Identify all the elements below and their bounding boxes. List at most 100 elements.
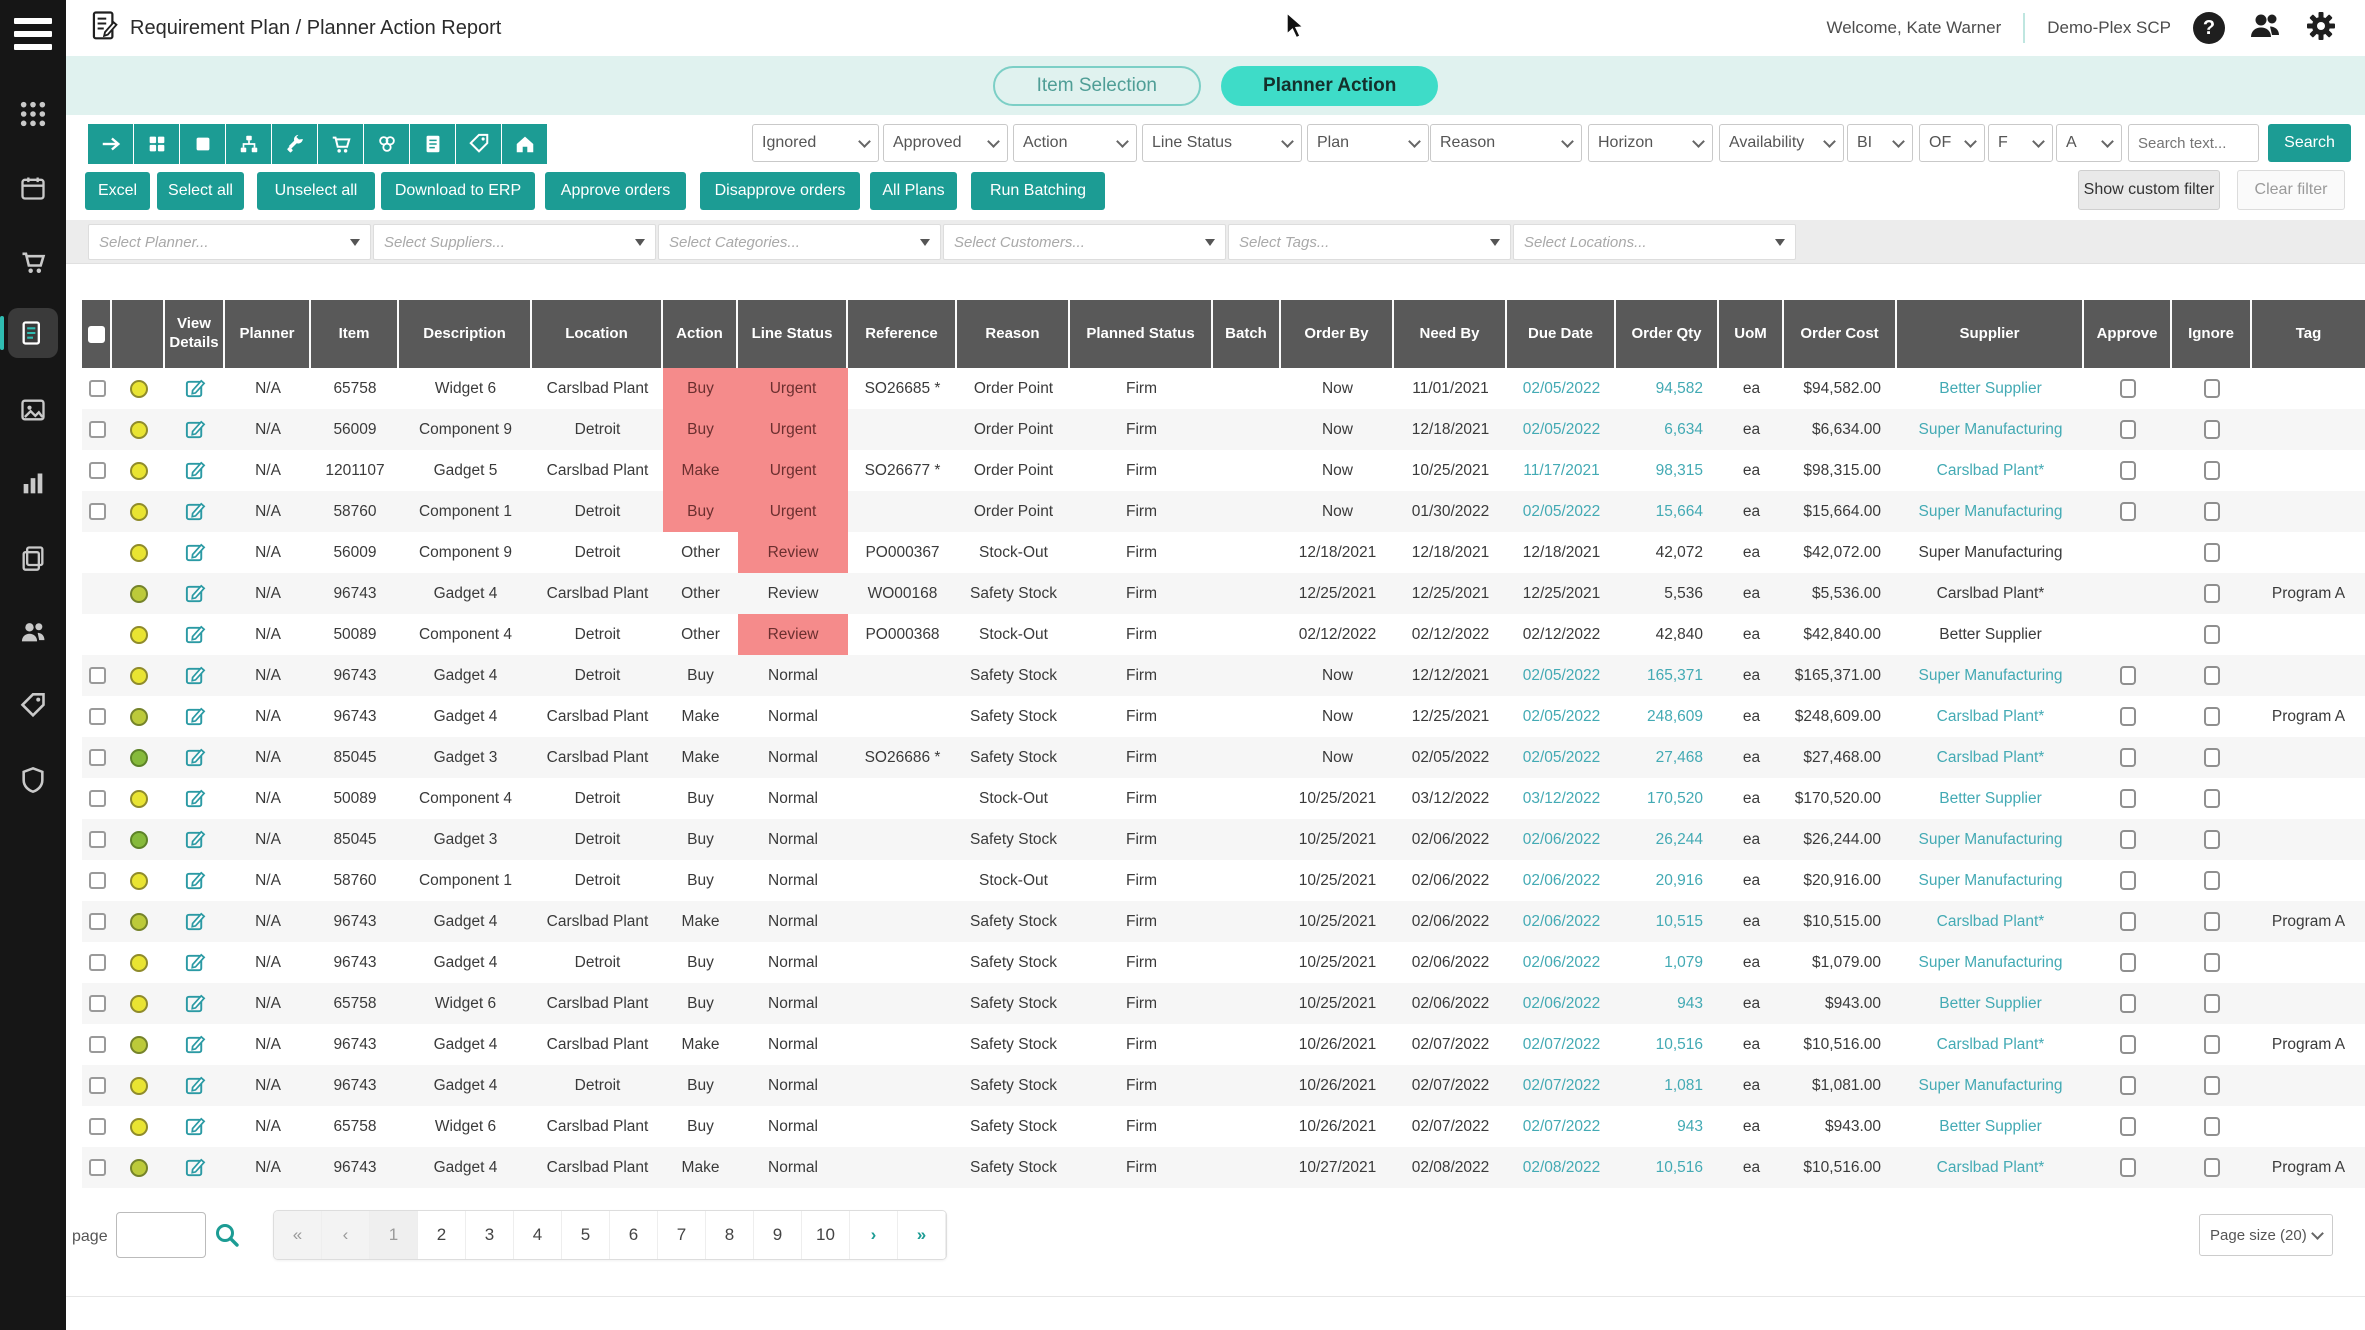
cell-view-details[interactable] xyxy=(165,942,225,983)
run-batching-button[interactable]: Run Batching xyxy=(971,172,1105,210)
dropdown-a[interactable]: A xyxy=(2056,124,2122,162)
toolbar-arrow-right-icon[interactable] xyxy=(88,124,133,164)
ignore-checkbox[interactable] xyxy=(2204,748,2220,767)
ignore-checkbox[interactable] xyxy=(2204,707,2220,726)
due-date-link[interactable]: 02/06/2022 xyxy=(1522,830,1601,848)
select-all-button[interactable]: Select all xyxy=(157,172,244,210)
ignore-checkbox[interactable] xyxy=(2204,871,2220,890)
due-date-link[interactable]: 02/05/2022 xyxy=(1522,666,1601,684)
approve-orders-button[interactable]: Approve orders xyxy=(545,172,686,210)
ignore-checkbox[interactable] xyxy=(2204,461,2220,480)
row-select-checkbox[interactable] xyxy=(88,503,106,520)
sidebar-item-team-icon[interactable] xyxy=(0,604,66,660)
cell-view-details[interactable] xyxy=(165,737,225,778)
all-plans-button[interactable]: All Plans xyxy=(870,172,957,210)
due-date-link[interactable]: 02/05/2022 xyxy=(1522,502,1601,520)
dropdown-f[interactable]: F xyxy=(1988,124,2053,162)
dropdown-availability[interactable]: Availability xyxy=(1719,124,1844,162)
page-8-button[interactable]: 8 xyxy=(706,1211,754,1259)
order-qty-link[interactable]: 26,244 xyxy=(1655,830,1703,848)
ignore-checkbox[interactable] xyxy=(2204,789,2220,808)
users-icon[interactable] xyxy=(2247,11,2283,46)
order-qty-link[interactable]: 15,664 xyxy=(1655,502,1703,520)
ignore-checkbox[interactable] xyxy=(2204,379,2220,398)
first-page-button[interactable]: « xyxy=(274,1211,322,1259)
supplier-link[interactable]: Super Manufacturing xyxy=(1918,871,2063,889)
approve-checkbox[interactable] xyxy=(2120,379,2136,398)
supplier-link[interactable]: Super Manufacturing xyxy=(1918,830,2063,848)
supplier-link[interactable]: Carslbad Plant* xyxy=(1936,707,2045,725)
cell-view-details[interactable] xyxy=(165,409,225,450)
supplier-link[interactable]: Super Manufacturing xyxy=(1918,666,2063,684)
due-date-link[interactable]: 02/08/2022 xyxy=(1522,1158,1601,1176)
cell-view-details[interactable] xyxy=(165,1065,225,1106)
due-date-link[interactable]: 02/06/2022 xyxy=(1522,912,1601,930)
select-customers-filter[interactable]: Select Customers... xyxy=(943,224,1226,260)
row-select-checkbox[interactable] xyxy=(88,462,106,479)
ignore-checkbox[interactable] xyxy=(2204,994,2220,1013)
cell-view-details[interactable] xyxy=(165,1024,225,1065)
page-7-button[interactable]: 7 xyxy=(658,1211,706,1259)
tab-planner-action[interactable]: Planner Action xyxy=(1221,65,1439,106)
order-qty-link[interactable]: 165,371 xyxy=(1646,666,1703,684)
toolbar-tag-icon[interactable] xyxy=(456,124,501,164)
dropdown-horizon[interactable]: Horizon xyxy=(1588,124,1713,162)
due-date-link[interactable]: 03/12/2022 xyxy=(1522,789,1601,807)
dropdown-ignored[interactable]: Ignored xyxy=(752,124,879,162)
supplier-link[interactable]: Better Supplier xyxy=(1939,789,2042,807)
supplier-link[interactable]: Super Manufacturing xyxy=(1918,502,2063,520)
sidebar-item-apps-icon[interactable] xyxy=(0,86,66,142)
search-input[interactable] xyxy=(2128,124,2259,162)
order-qty-link[interactable]: 943 xyxy=(1677,1117,1703,1135)
cell-view-details[interactable] xyxy=(165,819,225,860)
supplier-link[interactable]: Super Manufacturing xyxy=(1918,420,2063,438)
select-categories-filter[interactable]: Select Categories... xyxy=(658,224,941,260)
order-qty-link[interactable]: 10,516 xyxy=(1655,1158,1703,1176)
row-select-checkbox[interactable] xyxy=(88,1036,106,1053)
row-select-checkbox[interactable] xyxy=(88,872,106,889)
ignore-checkbox[interactable] xyxy=(2204,584,2220,603)
page-6-button[interactable]: 6 xyxy=(610,1211,658,1259)
sidebar-item-copy-icon[interactable] xyxy=(0,530,66,586)
ignore-checkbox[interactable] xyxy=(2204,625,2220,644)
order-qty-link[interactable]: 98,315 xyxy=(1655,461,1703,479)
supplier-link[interactable]: Better Supplier xyxy=(1939,1117,2042,1135)
excel-button[interactable]: Excel xyxy=(85,172,150,210)
ignore-checkbox[interactable] xyxy=(2204,953,2220,972)
due-date-link[interactable]: 02/07/2022 xyxy=(1522,1035,1601,1053)
ignore-checkbox[interactable] xyxy=(2204,1076,2220,1095)
order-qty-link[interactable]: 10,516 xyxy=(1655,1035,1703,1053)
row-select-checkbox[interactable] xyxy=(88,708,106,725)
cell-view-details[interactable] xyxy=(165,368,225,409)
page-5-button[interactable]: 5 xyxy=(562,1211,610,1259)
approve-checkbox[interactable] xyxy=(2120,748,2136,767)
sidebar-item-cart-icon[interactable] xyxy=(0,234,66,290)
page-10-button[interactable]: 10 xyxy=(802,1211,850,1259)
hamburger-menu-icon[interactable] xyxy=(14,18,52,57)
approve-checkbox[interactable] xyxy=(2120,912,2136,931)
supplier-link[interactable]: Super Manufacturing xyxy=(1918,953,2063,971)
ignore-checkbox[interactable] xyxy=(2204,912,2220,931)
order-qty-link[interactable]: 94,582 xyxy=(1655,379,1703,397)
toolbar-document-icon[interactable] xyxy=(410,124,455,164)
ignore-checkbox[interactable] xyxy=(2204,1117,2220,1136)
due-date-link[interactable]: 02/05/2022 xyxy=(1522,379,1601,397)
cell-view-details[interactable] xyxy=(165,901,225,942)
show-custom-filter-button[interactable]: Show custom filter xyxy=(2078,170,2220,210)
disapprove-orders-button[interactable]: Disapprove orders xyxy=(700,172,860,210)
previous-page-button[interactable]: ‹ xyxy=(322,1211,370,1259)
toolbar-home-icon[interactable] xyxy=(502,124,547,164)
dropdown-reason[interactable]: Reason xyxy=(1430,124,1582,162)
supplier-link[interactable]: Carslbad Plant* xyxy=(1936,912,2045,930)
cell-view-details[interactable] xyxy=(165,983,225,1024)
supplier-link[interactable]: Better Supplier xyxy=(1939,379,2042,397)
due-date-link[interactable]: 02/06/2022 xyxy=(1522,953,1601,971)
order-qty-link[interactable]: 20,916 xyxy=(1655,871,1703,889)
row-select-checkbox[interactable] xyxy=(88,954,106,971)
supplier-link[interactable]: Super Manufacturing xyxy=(1918,1076,2063,1094)
download-to-erp-button[interactable]: Download to ERP xyxy=(381,172,535,210)
go-to-page-search-icon[interactable] xyxy=(214,1222,240,1253)
page-3-button[interactable]: 3 xyxy=(466,1211,514,1259)
row-select-checkbox[interactable] xyxy=(88,1159,106,1176)
approve-checkbox[interactable] xyxy=(2120,707,2136,726)
